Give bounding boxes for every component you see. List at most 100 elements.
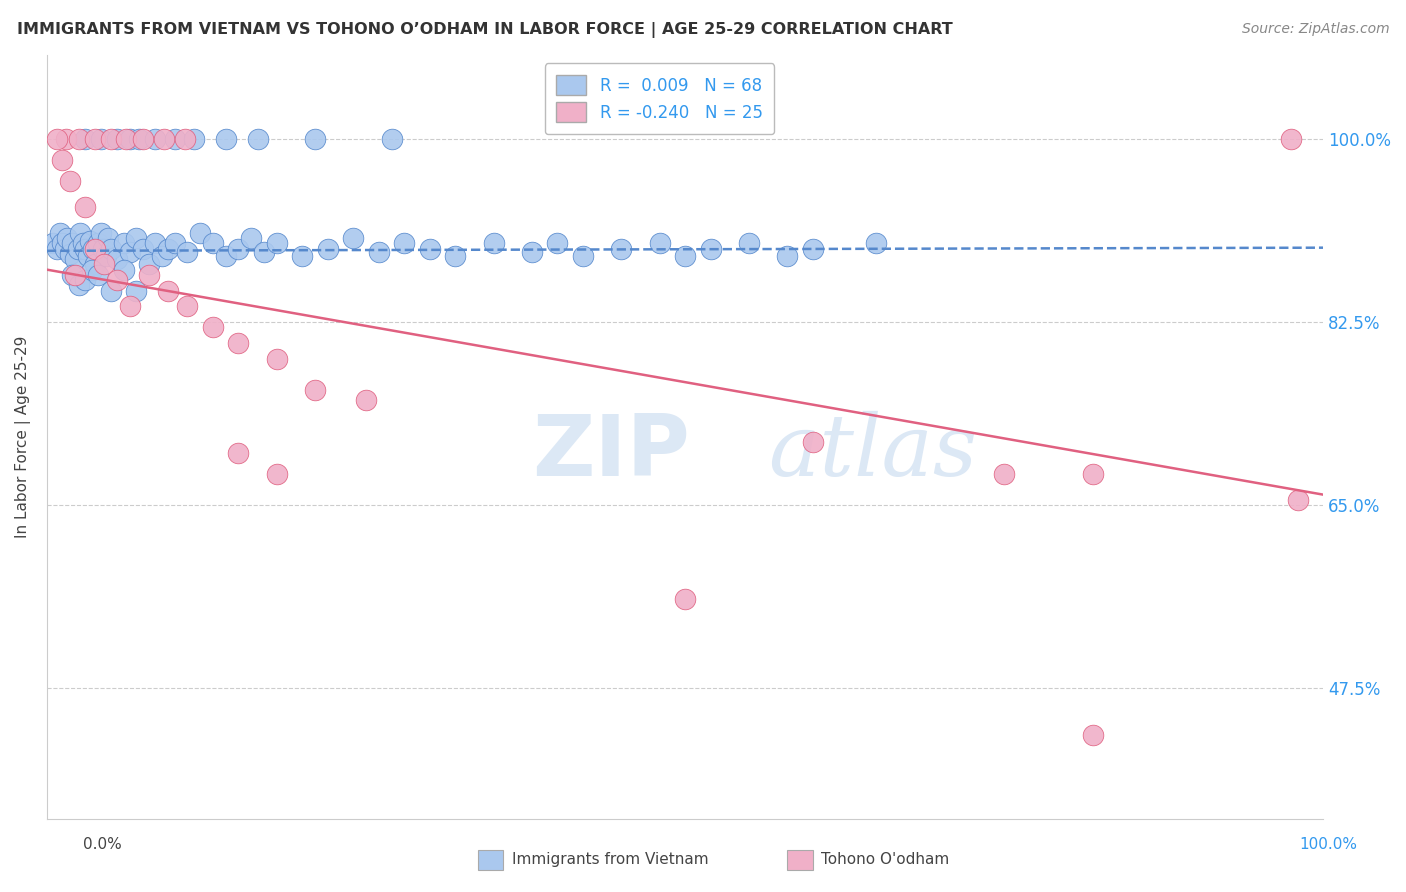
Point: [266, 236, 288, 251]
Point: [59, 174, 82, 188]
Point: [201, 320, 224, 334]
Point: [214, 249, 236, 263]
Point: [150, 249, 173, 263]
Point: [188, 226, 211, 240]
Point: [610, 242, 633, 256]
Point: [69, 226, 91, 240]
Point: [673, 592, 696, 607]
Point: [63, 268, 86, 282]
Point: [51, 236, 73, 251]
Point: [59, 247, 82, 261]
Text: 0.0%: 0.0%: [83, 838, 122, 852]
Point: [801, 435, 824, 450]
Point: [75, 242, 97, 256]
Point: [367, 244, 389, 259]
Point: [100, 132, 122, 146]
Point: [84, 132, 107, 146]
Point: [266, 351, 288, 366]
Point: [105, 252, 128, 267]
Point: [84, 257, 107, 271]
Point: [648, 236, 671, 251]
Text: ZIP: ZIP: [531, 411, 690, 494]
Point: [776, 249, 799, 263]
Point: [228, 446, 250, 460]
Point: [342, 231, 364, 245]
Point: [42, 236, 65, 251]
Point: [546, 236, 568, 251]
Y-axis label: In Labor Force | Age 25-29: In Labor Force | Age 25-29: [15, 336, 31, 538]
Point: [1083, 467, 1105, 481]
Point: [62, 268, 84, 282]
Point: [125, 231, 148, 245]
Point: [97, 231, 120, 245]
Point: [572, 249, 595, 263]
Point: [79, 235, 101, 249]
Point: [482, 236, 505, 251]
Point: [993, 467, 1015, 481]
Point: [394, 236, 416, 251]
Point: [673, 249, 696, 263]
Point: [444, 249, 467, 263]
Point: [316, 242, 339, 256]
Point: [100, 284, 122, 298]
Text: 100.0%: 100.0%: [1299, 838, 1358, 852]
Point: [157, 284, 180, 298]
Text: Immigrants from Vietnam: Immigrants from Vietnam: [512, 853, 709, 867]
Point: [176, 299, 198, 313]
Point: [62, 236, 84, 251]
Point: [246, 132, 269, 146]
Point: [176, 244, 198, 259]
Point: [380, 132, 402, 146]
Point: [105, 132, 128, 146]
Point: [48, 226, 70, 240]
Point: [46, 132, 69, 146]
Point: [738, 236, 761, 251]
Point: [118, 244, 141, 259]
Text: IMMIGRANTS FROM VIETNAM VS TOHONO O’ODHAM IN LABOR FORCE | AGE 25-29 CORRELATION: IMMIGRANTS FROM VIETNAM VS TOHONO O’ODHA…: [17, 22, 953, 38]
Point: [94, 249, 117, 263]
Point: [125, 284, 148, 298]
Point: [128, 132, 150, 146]
Point: [131, 242, 153, 256]
Point: [240, 231, 263, 245]
Point: [1083, 728, 1105, 742]
Point: [82, 242, 104, 256]
Point: [1279, 132, 1302, 146]
Point: [56, 231, 79, 245]
Point: [75, 132, 97, 146]
Point: [112, 236, 135, 251]
Point: [66, 242, 89, 256]
Point: [138, 268, 160, 282]
Point: [145, 132, 167, 146]
Point: [90, 226, 112, 240]
Point: [520, 244, 543, 259]
Point: [163, 236, 186, 251]
Point: [291, 249, 314, 263]
Point: [228, 335, 250, 350]
Point: [138, 257, 160, 271]
Point: [699, 242, 721, 256]
Point: [67, 278, 90, 293]
Point: [105, 273, 128, 287]
Point: [118, 132, 141, 146]
Point: [118, 299, 141, 313]
Text: Source: ZipAtlas.com: Source: ZipAtlas.com: [1241, 22, 1389, 37]
Point: [214, 132, 236, 146]
Point: [183, 132, 205, 146]
Point: [87, 268, 110, 282]
Point: [253, 244, 276, 259]
Point: [75, 273, 97, 287]
Point: [865, 236, 887, 251]
Point: [112, 262, 135, 277]
Point: [51, 153, 73, 167]
Point: [131, 132, 153, 146]
Point: [67, 132, 90, 146]
Point: [93, 257, 115, 271]
Point: [304, 383, 326, 397]
Point: [72, 236, 94, 251]
Point: [419, 242, 441, 256]
Point: [173, 132, 195, 146]
Point: [80, 262, 103, 277]
Point: [75, 200, 97, 214]
Point: [63, 252, 86, 267]
